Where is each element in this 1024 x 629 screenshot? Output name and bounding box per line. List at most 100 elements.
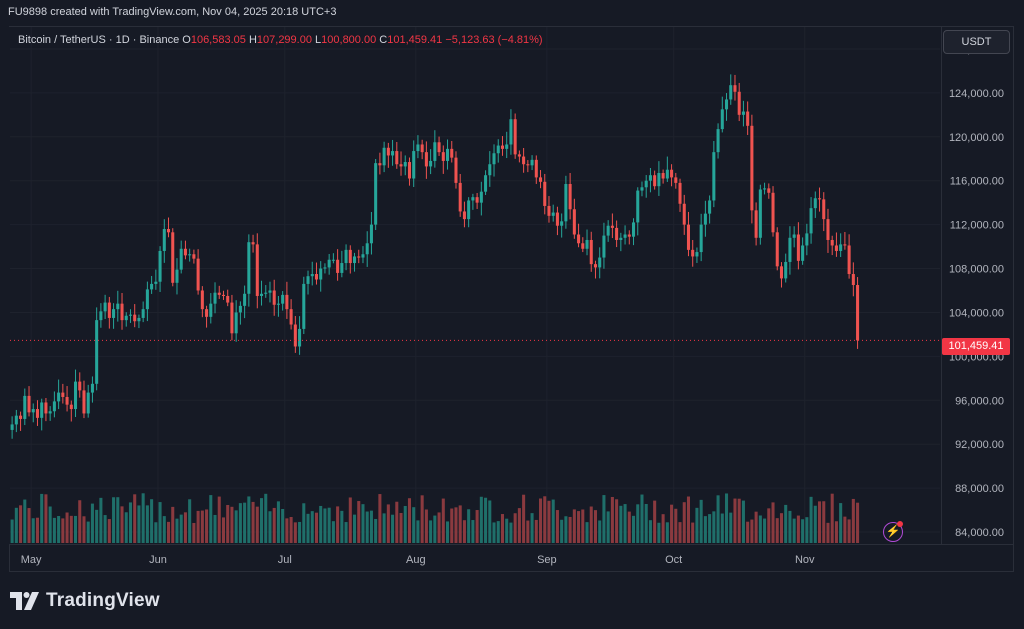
volume-bar [763, 518, 767, 543]
volume-bar [395, 501, 399, 543]
candle-body [264, 292, 268, 294]
volume-bar [488, 500, 492, 543]
y-tick-label: 96,000.00 [955, 395, 1004, 407]
volume-bar [653, 500, 657, 543]
x-tick-label: Aug [406, 554, 426, 566]
candle-body [230, 302, 234, 334]
y-tick-label: 108,000.00 [949, 264, 1004, 276]
volume-bar [416, 520, 420, 543]
candle-body [353, 256, 357, 264]
candle-body [585, 239, 589, 249]
candle-body [357, 256, 361, 258]
volume-bar [386, 504, 390, 543]
volume-bar [678, 522, 682, 543]
candle-body [314, 274, 318, 280]
chart-area[interactable] [9, 27, 941, 544]
candle-body [564, 183, 568, 222]
candle-body [310, 274, 314, 277]
volume-bar [183, 512, 187, 543]
volume-bar [399, 512, 403, 543]
currency-button[interactable]: USDT [943, 30, 1010, 54]
candle-body [141, 309, 145, 318]
volume-bar [188, 499, 192, 543]
lightning-icon[interactable]: ⚡ [883, 522, 903, 542]
volume-bar [830, 493, 834, 543]
candle-body [374, 163, 378, 225]
last-price-tag: 101,459.41 [942, 338, 1010, 355]
candle-body [767, 188, 771, 193]
candle-body [40, 402, 44, 418]
volume-bar [767, 508, 771, 543]
volume-bar [818, 501, 822, 543]
volume-bar [293, 522, 297, 543]
candle-body [167, 229, 171, 233]
candle-body [403, 162, 407, 167]
candle-body [627, 234, 631, 237]
volume-bar [27, 508, 31, 543]
volume-bar [243, 502, 247, 543]
volume-bar [686, 496, 690, 543]
candle-body [813, 198, 817, 209]
volume-bar [847, 519, 851, 543]
candle-body [23, 395, 27, 419]
volume-bar [805, 517, 809, 543]
volume-bar [522, 494, 526, 543]
volume-bar [40, 493, 44, 543]
candle-body [479, 191, 483, 203]
top-bar: FU9898 created with TradingView.com, Nov… [0, 0, 1024, 26]
volume-bar [175, 518, 179, 543]
volume-bar [720, 513, 724, 543]
candle-body [496, 145, 500, 154]
volume-bar [695, 507, 699, 543]
volume-bar [353, 514, 357, 543]
symbol-description[interactable]: Bitcoin / TetherUS · 1D · Binance [18, 34, 180, 46]
volume-bar [839, 503, 843, 543]
x-tick-label: Nov [795, 554, 815, 566]
candle-body [703, 213, 707, 225]
candle-body [539, 177, 543, 182]
candle-body [137, 317, 141, 322]
candle-body [475, 197, 479, 203]
x-tick-label: Jul [278, 554, 292, 566]
volume-bar [539, 498, 543, 543]
volume-bar [619, 505, 623, 543]
volume-bar [568, 516, 572, 543]
volume-bar [602, 495, 606, 543]
volume-bar [632, 515, 636, 543]
volume-bar [120, 506, 124, 543]
volume-bar [133, 494, 137, 543]
volume-bar [699, 499, 703, 543]
candle-body [830, 239, 834, 246]
candle-body [399, 164, 403, 167]
candle-body [534, 159, 538, 178]
volume-bar [792, 518, 796, 543]
volume-bar [834, 521, 838, 543]
volume-bar [86, 521, 90, 543]
volume-bar [251, 501, 255, 543]
volume-bar [703, 516, 707, 543]
candle-body [175, 269, 179, 283]
candle-body [834, 245, 838, 251]
volume-bar [306, 513, 310, 543]
candle-body [391, 151, 395, 156]
tradingview-logo[interactable]: TradingView [10, 590, 160, 612]
volume-bar [526, 520, 530, 543]
volume-bar [378, 494, 382, 543]
candle-body [336, 259, 340, 273]
volume-bar [509, 522, 513, 543]
volume-bar [150, 499, 154, 543]
volume-bar [479, 496, 483, 543]
volume-bar [644, 503, 648, 543]
change-value: −5,123.63 (−4.81%) [445, 34, 543, 46]
candle-body [847, 245, 851, 275]
volume-bar [319, 505, 323, 543]
volume-bar [741, 500, 745, 543]
candle-body [44, 402, 48, 414]
candle-body [10, 424, 14, 430]
volume-bar [192, 522, 196, 543]
candle-body [729, 85, 733, 100]
candle-body [65, 396, 69, 405]
volume-bar [200, 510, 204, 543]
candle-body [484, 175, 488, 192]
